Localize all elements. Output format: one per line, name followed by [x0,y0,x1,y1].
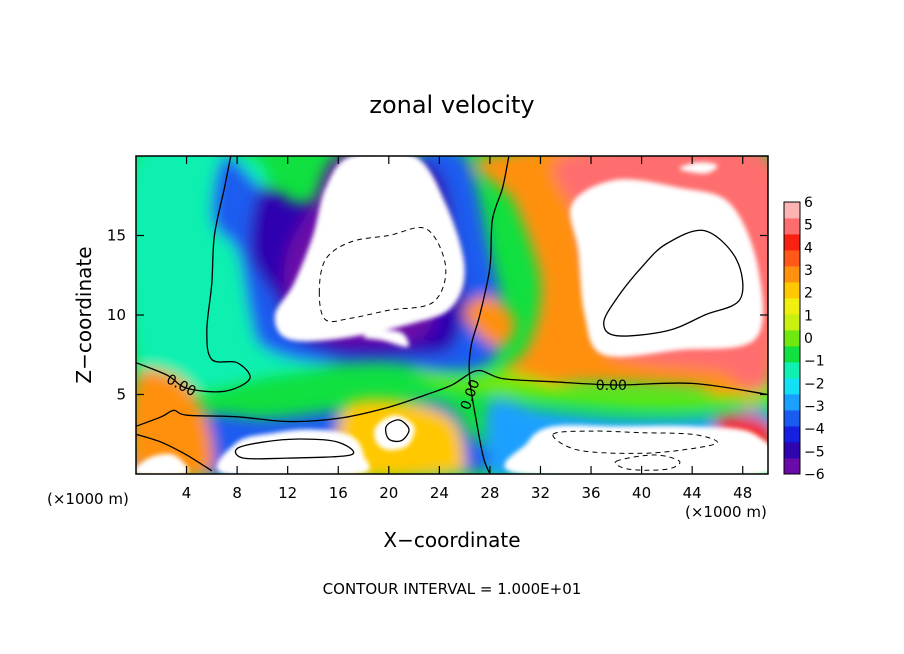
contour-lines [136,156,768,474]
colorbar-tick-label: −3 [804,399,825,415]
colorbar-tick-label: 3 [804,263,813,279]
contour-line-solid [384,419,410,443]
x-tick-label: 8 [232,484,242,502]
colorbar-tick-label: 1 [804,308,813,324]
y-axis-label: Z−coordinate [72,246,96,383]
colorbar-frame [783,201,801,475]
contour-line-solid [136,433,213,472]
y-tick-label: 15 [107,227,126,245]
out-of-range-region [570,179,764,357]
colorbar-swatch [784,362,800,379]
x-tick-label: 48 [733,484,752,502]
x-axis-label: X−coordinate [383,528,520,552]
colorbar-swatch [784,330,800,347]
colorbar-swatch [784,346,800,363]
x-tick-label: 36 [581,484,600,502]
contour-line-solid [234,438,355,460]
colorbar-swatch [784,442,800,459]
colorbar-swatch [784,202,800,219]
colorbar-swatch [784,250,800,267]
contour-interval-note: CONTOUR INTERVAL = 1.000E+01 [323,580,582,598]
contour-line-dashed [318,227,447,323]
contour-line-dashed [614,454,681,471]
out-of-range-region [363,330,409,347]
x-tick-label: 24 [430,484,449,502]
colorbar-swatch [784,394,800,411]
velocity-region [413,370,768,408]
velocity-region [464,296,516,348]
x-tick-label: 44 [683,484,702,502]
colorbar-tick-label: −6 [804,467,825,483]
colorbar-tick-label: −4 [804,422,825,438]
out-of-range-region [274,156,465,342]
colorbar-swatch [784,218,800,235]
colorbar-swatch [784,282,800,299]
colorbar-tick-label: 6 [804,195,813,211]
out-of-range-region [374,415,415,451]
out-of-range-region [136,453,189,474]
x-tick-label: 12 [278,484,297,502]
colorbar-swatch [784,426,800,443]
x-tick-label: 20 [379,484,398,502]
colorbar-swatch [784,266,800,283]
y-tick-label: 5 [116,386,126,404]
out-of-range-region [679,162,718,174]
velocity-region [136,369,214,474]
x-tick-label: 32 [531,484,550,502]
colorbar-tick-label: 5 [804,218,813,234]
colorbar-tick-label: −2 [804,376,825,392]
contour-label: 0.00 [596,378,627,394]
colorbar-tick-label: 4 [804,240,813,256]
colorbar-tick-label: −5 [804,444,825,460]
x-tick-label: 28 [480,484,499,502]
contour-line-solid [136,369,768,427]
colorbar-tick-label: −1 [804,354,825,370]
x-axis-unit-left: (×1000 m) [47,490,129,508]
contour-line-solid [468,156,510,474]
contour-line-solid [603,229,744,337]
contour-line-solid [136,156,251,393]
x-tick-label: 4 [182,484,192,502]
colorbar-swatch [784,378,800,395]
x-axis-unit-right: (×1000 m) [685,503,767,521]
y-tick-label: 10 [107,306,126,324]
colorbar-swatch [784,298,800,315]
colorbar-swatch [784,410,800,427]
x-tick-label: 40 [632,484,651,502]
colorbar-swatch [784,458,800,475]
contour-line-dashed [552,430,718,454]
colorbar-tick-label: 0 [804,331,813,347]
out-of-range-regions [136,156,768,474]
chart-title: zonal velocity [369,91,534,119]
x-tick-label: 16 [329,484,348,502]
colorbar: 6 5 4 3 2 1 0 −1 −2 −3 −4 −5 −6 [783,195,825,483]
colorbar-tick-label: 2 [804,286,813,302]
out-of-range-region [504,425,768,474]
colorbar-swatch [784,234,800,251]
colorbar-swatch [784,314,800,331]
plot-area [136,156,768,474]
